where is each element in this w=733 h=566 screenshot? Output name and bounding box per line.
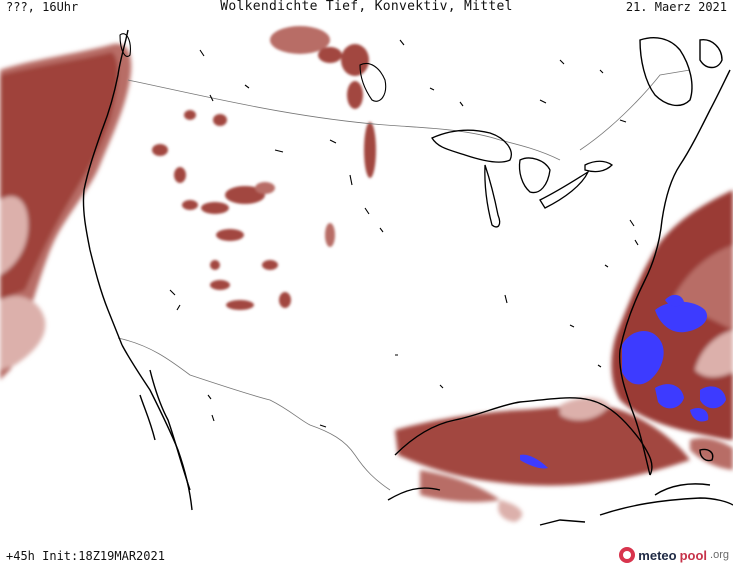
great-lakes [431,129,614,228]
cloud-area-interior [152,26,376,310]
forecast-time-label: ???, 16Uhr [6,0,79,14]
header-bar: ???, 16Uhr Wolkendichte Tief, Konvektiv,… [0,0,733,18]
political-borders [117,69,691,491]
weather-map [0,18,733,526]
brand-tld: .org [710,549,729,561]
brand-name: meteo [638,547,677,563]
cloud-area-pacific [0,43,132,381]
convective-cells [520,294,726,469]
meteopool-logo-icon [619,547,636,563]
meteopool-brand[interactable]: meteo pool .org [619,545,729,565]
brand-accent: pool [679,547,708,563]
forecast-date: 21. Maerz 2021 [625,0,727,14]
model-run-info: +45h Init:18Z19MAR2021 [6,549,165,563]
minor-water-bodies [119,33,639,428]
map-title: Wolkendichte Tief, Konvektiv, Mittel [220,0,513,14]
footer-bar: +45h Init:18Z19MAR2021 meteo pool .org [0,540,733,566]
coastlines [82,29,733,526]
